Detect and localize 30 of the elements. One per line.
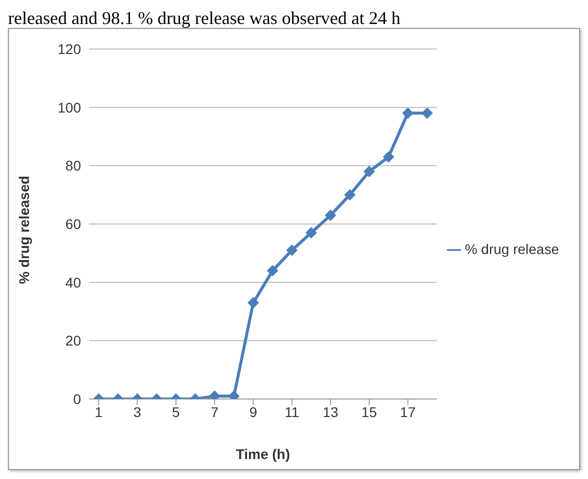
x-tick-label: 9 [249,404,258,420]
point [306,227,317,238]
x-tick-label: 17 [400,404,416,420]
point [383,151,394,162]
x-tick-label: 15 [361,404,378,420]
y-tick-label: 0 [73,390,82,407]
y-axis-title: % drug released [16,176,32,284]
point [402,108,414,119]
x-tick-label: 1 [94,404,103,420]
point [344,189,356,200]
x-tick-label: 5 [172,404,180,420]
point [286,244,298,256]
point [364,166,375,177]
x-tick-label: 11 [284,404,300,420]
text: released and 98.1 % drug release was observed at 24 h [8,8,402,28]
x-tick-label: 13 [322,404,339,420]
point [422,108,433,119]
point [248,297,259,308]
y-tick-label: 20 [65,332,82,349]
y-tick-label: 120 [58,40,82,57]
y-tick-label: 60 [65,216,82,232]
point [325,210,336,221]
y-tick-label: 100 [58,99,82,116]
x-axis-title: Time (h) [236,446,290,462]
y-tick-label: 40 [65,274,82,290]
x-tick-label: 7 [210,404,219,420]
y-tick-label: 80 [65,158,82,174]
point [267,265,278,276]
x-tick-label: 3 [133,404,142,420]
legend-label: % drug release [464,240,559,257]
